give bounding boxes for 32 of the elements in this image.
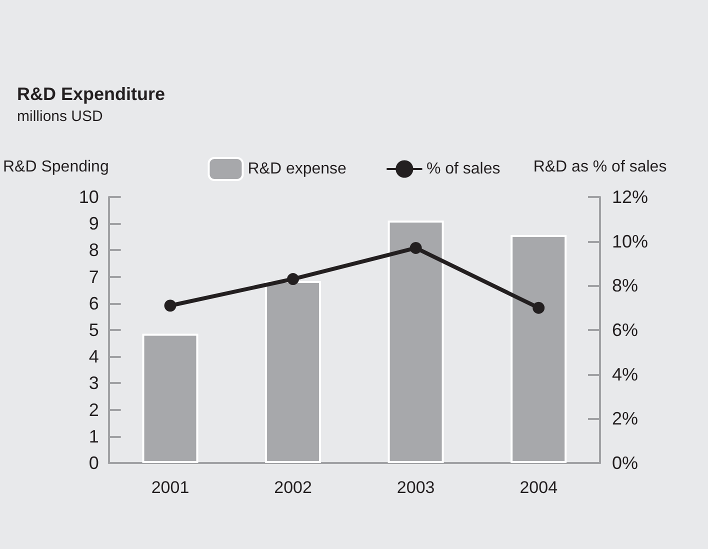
y2-tick-label: 12% [612,187,648,207]
y2-tick-label: 0% [612,453,638,473]
chart-subtitle: millions USD [17,108,104,125]
y2-tick-label: 10% [612,231,648,252]
y-tick-label: 2 [88,400,99,420]
y-tick-label: 7 [88,266,99,287]
y-tick-label: 0 [88,453,99,473]
y-tick-label: 1 [88,426,99,446]
y-tick-label: 6 [88,293,99,314]
legend-label: % of sales [426,160,500,178]
point [287,273,300,286]
y-tick-label: 8 [88,240,99,260]
y-tick-label: 10 [78,187,99,207]
y2-tick-label: 6% [612,320,638,340]
y2-tick-label: 4% [612,364,638,384]
point [164,300,176,312]
legend-label: R&D expense [248,160,347,178]
point [410,242,422,254]
y-tick-label: 5 [88,320,99,340]
x-tick-label: 2002 [274,478,312,497]
x-tick-label: 2003 [396,478,435,497]
y2-tick-label: 8% [612,276,638,296]
x-tick-label: 2001 [151,478,190,497]
y2-tick-label: 2% [612,408,638,429]
point [532,302,545,314]
y-tick-label: 9 [88,214,99,234]
y-axis-title: R&D Spending [3,158,109,176]
y-tick-label: 3 [88,373,99,394]
x-tick-label: 2004 [520,478,558,497]
y2-axis-title: R&D as % of sales [533,158,667,176]
y-tick-label: 4 [88,346,99,367]
chart-title: R&D Expenditure [17,84,166,104]
